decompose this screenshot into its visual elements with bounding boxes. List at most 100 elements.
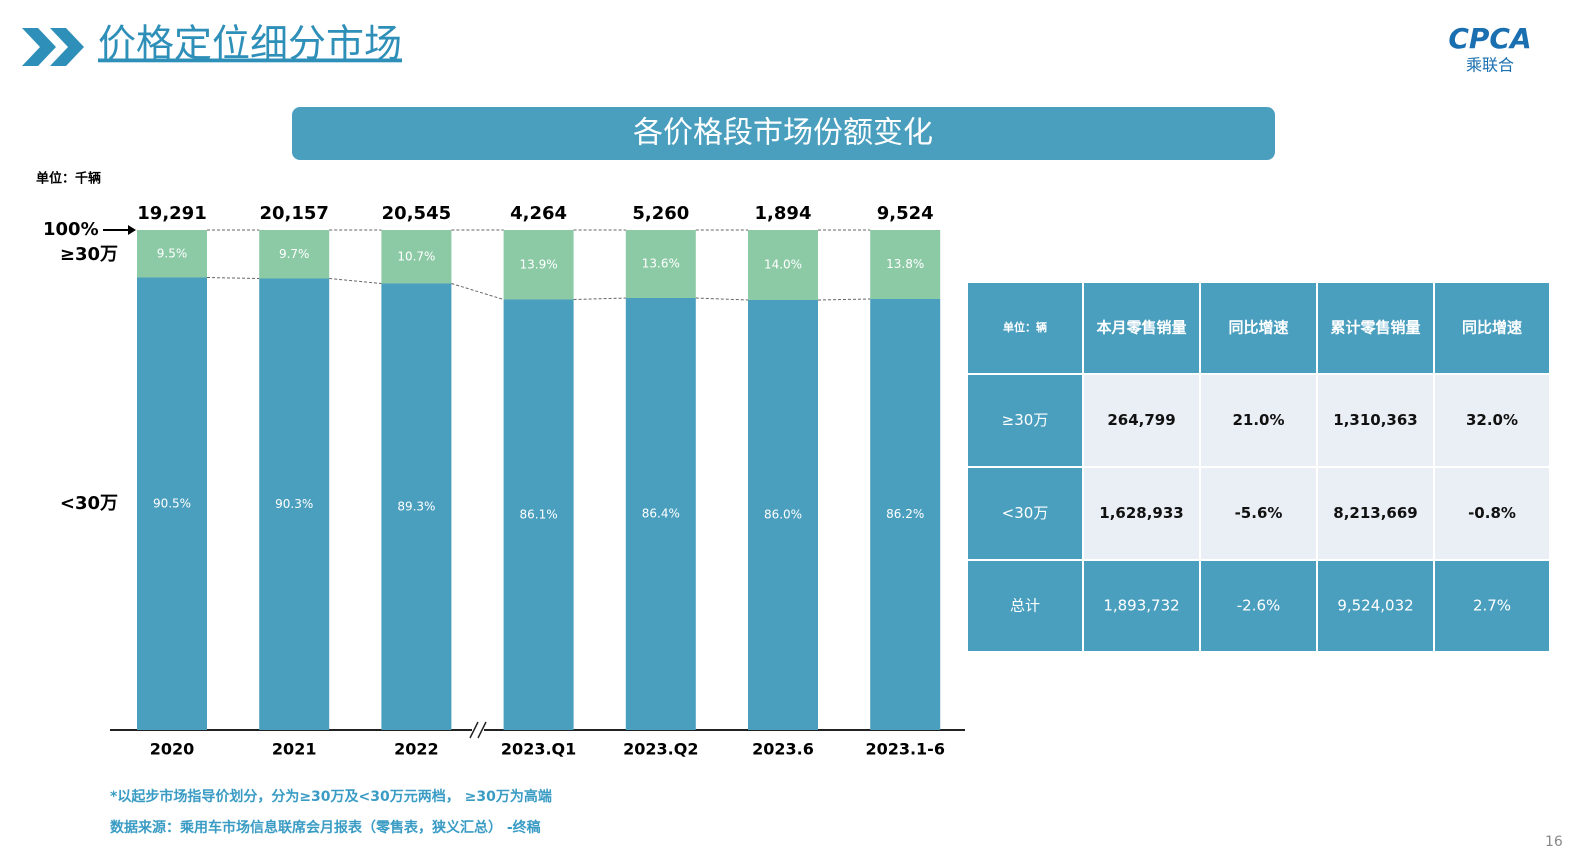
bar-segment (381, 230, 452, 284)
table-cell (1435, 561, 1549, 651)
bar-segment (625, 230, 696, 298)
bar-segment (870, 299, 941, 730)
axis-break (469, 721, 487, 739)
bar-segment (870, 230, 941, 299)
x-tick-label: 2023.6 (752, 740, 814, 759)
total-label: 9,524 (877, 203, 934, 224)
table-cell-text: 9,524,032 (1337, 597, 1413, 615)
footnote: 数据来源：乘用车市场信息联席会月报表（零售表，狭义汇总） -终稿 (110, 819, 541, 836)
connector (329, 278, 382, 284)
data-label: 89.3% (397, 499, 435, 513)
table-cell (1318, 283, 1433, 373)
data-label: 90.5% (153, 496, 191, 510)
table-header: 累计零售销量 (1330, 319, 1420, 337)
table-cell-text: 8,213,669 (1333, 504, 1417, 522)
banner-title: 各价格段市场份额变化 (633, 116, 933, 151)
bar-segment (259, 230, 330, 279)
table-cell (1435, 468, 1549, 559)
table-cell-text: 2.7% (1473, 597, 1511, 615)
table-header: 单位：辆 (1003, 320, 1047, 334)
x-tick-label: 2022 (394, 740, 439, 759)
logo-sub: 乘联合 (1466, 56, 1514, 75)
bar-segment (259, 278, 330, 730)
data-label: 13.9% (520, 257, 558, 271)
table-cell-text: 264,799 (1107, 411, 1175, 429)
table-cell-text: -5.6% (1235, 504, 1283, 522)
total-label: 4,264 (510, 203, 567, 224)
bar-segment (748, 230, 818, 300)
data-label: 86.0% (764, 508, 802, 522)
table-cell (1435, 375, 1549, 466)
connector (451, 283, 504, 300)
data-label: 86.4% (642, 507, 680, 521)
bar-segment (748, 300, 818, 730)
total-label: 5,260 (632, 203, 689, 224)
connector (206, 277, 260, 279)
logo: CPCA (1448, 22, 1531, 55)
table-cell (968, 561, 1082, 651)
chevrons (22, 28, 84, 66)
y-tick-label: 100% (43, 219, 99, 240)
page-title: 价格定位细分市场 (98, 22, 402, 66)
table-cell (1318, 375, 1433, 466)
bar-segment (503, 230, 574, 300)
total-label: 1,894 (755, 203, 812, 224)
chart: 100% 90.5% 9.5% 19,291 2020 90.3% 9.7% 20,157 20… (43, 203, 945, 759)
legend-label: <30万 (60, 493, 118, 514)
table-cell-text: 1,893,732 (1103, 597, 1179, 615)
page-number: 16 (1545, 834, 1563, 850)
table-cell (968, 283, 1082, 373)
bar-segment (137, 277, 207, 730)
total-label: 19,291 (137, 203, 206, 224)
x-tick-label: 2021 (272, 740, 317, 759)
table-cell-text: 1,310,363 (1333, 411, 1417, 429)
table-cell-text: 21.0% (1232, 411, 1284, 429)
table-cell (1084, 468, 1199, 559)
x-tick-label: 2020 (150, 740, 195, 759)
bar-segment (503, 299, 574, 730)
data-label: 9.7% (279, 247, 310, 261)
data-label: 86.2% (886, 507, 924, 521)
bar-segment (625, 298, 696, 730)
table-cell-text: 1,628,933 (1099, 504, 1183, 522)
table-cell-text: 32.0% (1466, 411, 1518, 429)
table-cell-text: ≥30万 (1002, 411, 1049, 429)
footnote: *以起步市场指导价划分，分为≥30万及<30万元两档， ≥30万为高端 (110, 788, 552, 805)
data-label: 9.5% (157, 246, 188, 260)
table-cell (1435, 283, 1549, 373)
arrow-head (128, 225, 136, 235)
table-cell-text: 总计 (1010, 597, 1040, 615)
banner-bg (292, 107, 1275, 160)
data-label: 13.6% (642, 257, 680, 271)
table: 单位：辆 本月零售销量 同比增速 累计零售销量 同比增速 ≥30万 264,799 21.0%… (968, 283, 1549, 651)
table-header: 同比增速 (1228, 319, 1288, 337)
data-label: 14.0% (764, 258, 802, 272)
x-tick-label: 2023.Q2 (623, 740, 698, 759)
table-cell (1201, 283, 1316, 373)
bar-segment (137, 230, 207, 278)
x-tick-label: 2023.Q1 (501, 740, 576, 759)
connector (573, 297, 626, 300)
connector (817, 298, 871, 301)
table-cell (1318, 468, 1433, 559)
table-cell (1201, 561, 1316, 651)
table-header: 同比增速 (1462, 319, 1522, 337)
table-cell (968, 375, 1082, 466)
table-cell (1084, 561, 1199, 651)
legend-label: ≥30万 (60, 244, 118, 265)
table-cell-text: -2.6% (1237, 597, 1281, 615)
table-cell-text: -0.8% (1468, 504, 1516, 522)
bar-segment (381, 283, 452, 730)
unit-label: 单位：千辆 (36, 171, 101, 187)
total-label: 20,157 (259, 203, 328, 224)
data-label: 10.7% (397, 249, 435, 263)
data-label: 90.3% (275, 497, 313, 511)
table-cell (968, 468, 1082, 559)
data-label: 13.8% (886, 257, 924, 271)
table-cell (1318, 561, 1433, 651)
table-cell-text: <30万 (1002, 504, 1049, 522)
table-cell (1084, 375, 1199, 466)
data-label: 86.1% (520, 507, 558, 521)
x-tick-label: 2023.1-6 (865, 740, 945, 759)
